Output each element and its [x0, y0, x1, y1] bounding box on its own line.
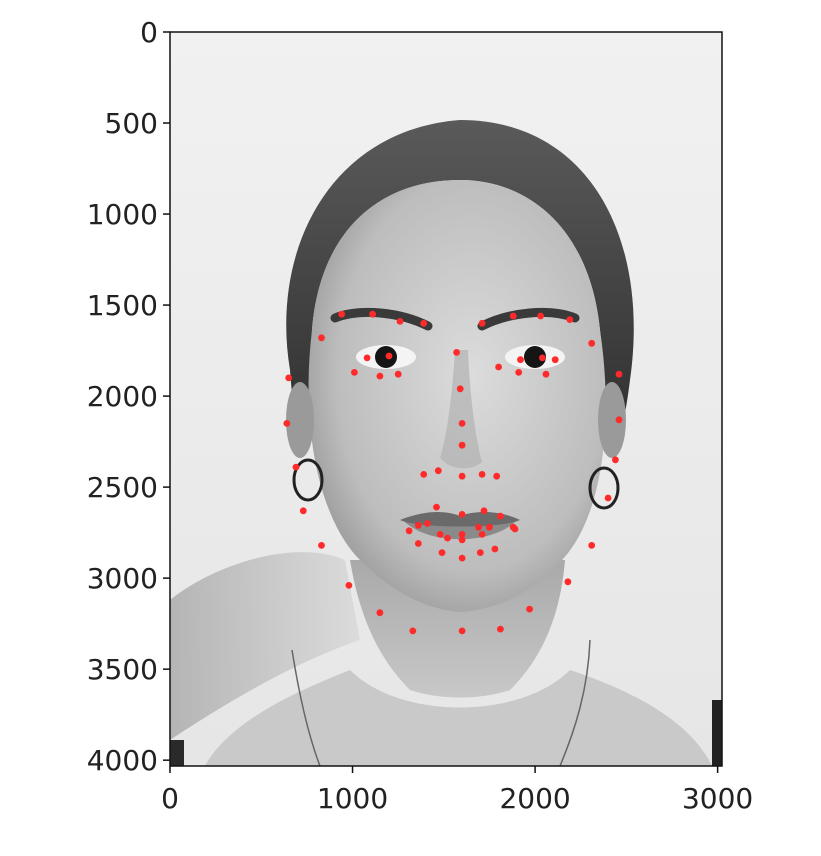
landmark-point: [458, 554, 466, 562]
x-axis: 0 1000 2000 3000: [161, 766, 753, 815]
landmark-point: [376, 609, 384, 617]
landmark-point: [612, 456, 619, 464]
landmark-point: [493, 472, 501, 480]
landmark-point: [345, 582, 353, 589]
landmark-point: [394, 370, 402, 378]
landmark-point: [475, 523, 482, 531]
x-tick-label: 3000: [682, 782, 753, 815]
y-tick-label: 3000: [87, 562, 158, 595]
landmark-point: [588, 542, 596, 549]
landmark-point: [566, 316, 574, 323]
landmark-point: [396, 318, 404, 325]
landmark-point: [526, 605, 533, 613]
landmark-point: [486, 523, 493, 531]
y-tick-label: 1500: [87, 289, 158, 322]
y-tick-label: 2500: [87, 471, 158, 504]
landmark-point: [351, 369, 358, 376]
y-axis: 0 500 1000 1500 2000 2500 3000 3500 4000: [87, 16, 170, 777]
x-tick-label: 1000: [317, 782, 388, 815]
landmark-point: [497, 512, 504, 520]
landmark-point: [385, 352, 393, 360]
y-tick-label: 3500: [87, 653, 158, 686]
landmark-point: [458, 441, 466, 449]
landmark-point: [434, 467, 442, 475]
landmark-point: [458, 536, 466, 544]
landmark-point: [509, 312, 517, 320]
landmark-point: [517, 356, 524, 364]
landmark-point: [604, 494, 612, 502]
landmark-point: [444, 534, 451, 542]
landmark-point: [363, 354, 371, 362]
landmark-point: [588, 339, 596, 347]
landmark-point: [478, 319, 486, 327]
y-tick-label: 1000: [87, 198, 158, 231]
landmark-point: [615, 370, 623, 378]
landmark-point: [436, 531, 444, 538]
landmark-point: [453, 349, 460, 356]
x-tick-label: 0: [161, 782, 179, 815]
y-tick-label: 4000: [87, 744, 158, 777]
landmark-point: [424, 520, 431, 527]
plot-frame: [169, 31, 723, 767]
landmark-point: [458, 511, 466, 518]
landmark-point: [615, 416, 623, 424]
landmark-point: [537, 312, 544, 320]
landmark-point: [458, 531, 466, 538]
y-tick-label: 0: [140, 16, 158, 49]
landmark-point: [292, 463, 300, 471]
x-tick-label: 2000: [499, 782, 570, 815]
landmark-point: [338, 310, 345, 318]
landmark-point: [564, 578, 572, 586]
landmark-markers: [283, 310, 623, 635]
landmark-point: [318, 334, 325, 342]
landmark-point: [405, 527, 413, 535]
y-tick-label: 500: [105, 107, 158, 140]
landmark-point: [438, 549, 446, 556]
landmark-point: [369, 310, 376, 318]
landmark-point: [458, 627, 466, 635]
landmark-point: [515, 369, 523, 376]
landmark-point: [299, 507, 307, 515]
landmark-point: [318, 542, 325, 549]
landmark-point: [551, 356, 559, 364]
landmark-point: [497, 625, 504, 633]
y-tick-label: 2000: [87, 380, 158, 413]
landmark-point: [420, 471, 428, 478]
landmark-point: [433, 503, 440, 511]
landmark-point: [491, 545, 499, 553]
landmark-point: [414, 521, 422, 529]
landmark-point: [495, 363, 502, 371]
landmark-point: [409, 627, 417, 635]
landmark-point: [414, 540, 422, 547]
landmark-point: [476, 549, 484, 556]
landmark-point: [420, 319, 428, 327]
landmark-point: [456, 385, 464, 393]
landmark-point: [458, 420, 466, 427]
landmark-point: [542, 370, 550, 378]
landmark-point: [509, 523, 517, 531]
landmark-point: [539, 354, 546, 362]
landmark-point: [458, 472, 466, 480]
landmark-point: [285, 374, 293, 382]
landmark-point: [480, 507, 488, 515]
landmark-point: [478, 531, 486, 538]
landmark-point: [283, 420, 291, 427]
landmark-point: [478, 471, 486, 478]
portrait-photo: [170, 32, 722, 766]
landmark-point: [376, 372, 384, 380]
